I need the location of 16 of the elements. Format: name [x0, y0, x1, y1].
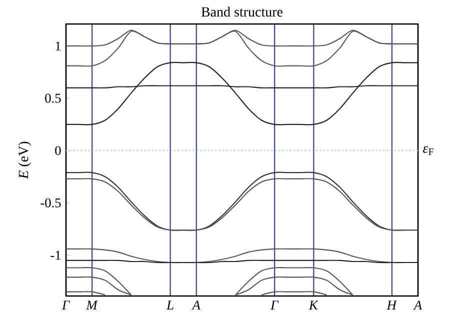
x-tick-label: Γ	[62, 300, 70, 310]
x-tick-label: A	[413, 300, 422, 310]
x-tick-label: Γ	[270, 300, 279, 310]
y-tick-label: -1	[50, 250, 60, 260]
x-tick-label: M	[86, 300, 98, 310]
x-tick-label: K	[308, 300, 318, 310]
y-tick-label: -0.5	[40, 198, 61, 208]
ref-line-label: ε$_{F}$	[423, 146, 434, 155]
y-axis-title: E (eV)	[18, 142, 32, 180]
chart-title: Band structure	[201, 6, 283, 17]
x-tick-label: L	[166, 300, 174, 310]
y-tick-label: 1	[56, 42, 60, 50]
y-tick-label: 0	[55, 146, 61, 156]
x-tick-label: A	[192, 300, 200, 310]
x-tick-label: H	[386, 300, 398, 310]
y-tick-label: 0.5	[45, 94, 61, 103]
